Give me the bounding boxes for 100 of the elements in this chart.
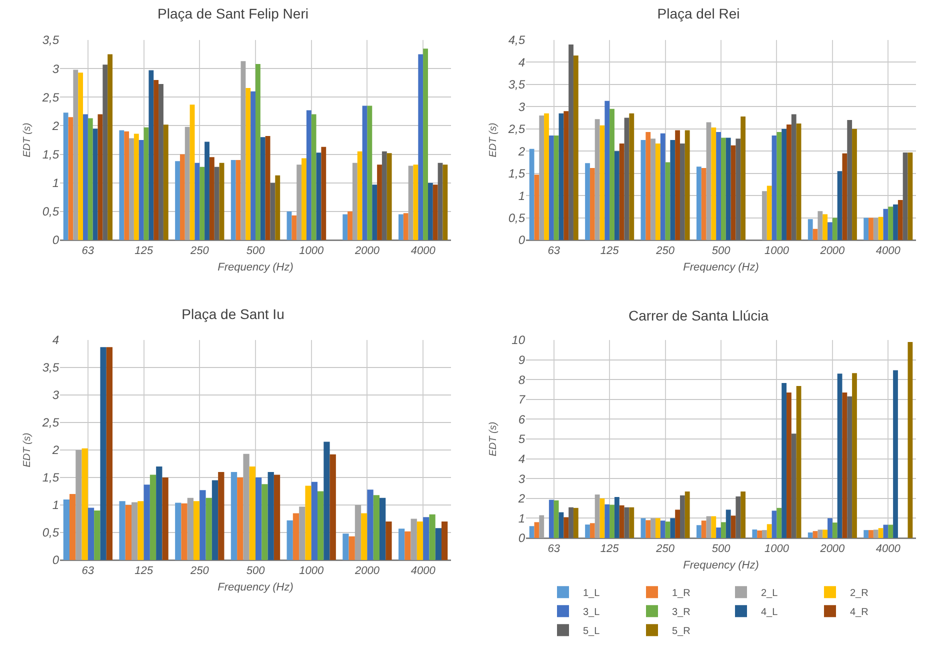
bar (568, 507, 574, 538)
bar (701, 168, 706, 240)
bar (534, 174, 540, 240)
bar (362, 106, 368, 240)
bar (619, 505, 624, 538)
bar (256, 478, 262, 560)
y-tick-label: 6 (518, 412, 526, 426)
bar (548, 136, 554, 240)
bar (219, 162, 224, 240)
bar (154, 80, 159, 240)
bar (240, 61, 246, 240)
bar (766, 186, 772, 240)
bar (776, 132, 782, 240)
bar (324, 442, 330, 560)
bar (772, 510, 777, 538)
bar (655, 518, 660, 538)
bar (380, 498, 386, 560)
bar (377, 164, 382, 240)
legend-label: 4_L (761, 607, 778, 618)
bar (423, 517, 430, 560)
bar (600, 125, 605, 240)
bar (98, 114, 103, 240)
bar (292, 215, 297, 240)
bar (730, 145, 736, 240)
bar (619, 144, 624, 240)
bar (134, 134, 139, 240)
bar (372, 184, 378, 240)
bar (554, 500, 559, 538)
bar (808, 219, 813, 240)
x-tick-label: 500 (246, 565, 266, 578)
bar (614, 497, 620, 538)
bar (156, 466, 162, 560)
y-tick-label: 0 (52, 553, 60, 568)
bar (730, 516, 736, 538)
y-axis-title: EDT (s) (488, 422, 499, 456)
bar (230, 160, 236, 240)
y-tick-label: 0 (518, 233, 526, 248)
y-tick-label: 1,5 (42, 147, 60, 162)
bar (416, 522, 424, 560)
bar (204, 142, 210, 240)
bar (78, 72, 84, 240)
bar (330, 454, 336, 560)
bar (696, 525, 702, 538)
bar (590, 523, 595, 538)
legend-label: 1_R (672, 588, 690, 599)
chart-title: Plaça de Sant Felip Neri (158, 6, 308, 22)
bar (144, 127, 149, 240)
x-tick-label: 2000 (819, 245, 846, 258)
bar (316, 152, 322, 240)
bar (902, 152, 908, 240)
bar (534, 522, 540, 538)
bar (82, 448, 88, 560)
bar (357, 151, 362, 240)
y-tick-label: 5 (518, 432, 526, 446)
bar (604, 504, 610, 538)
bar (423, 48, 428, 240)
bar (684, 130, 690, 240)
x-tick-label: 125 (600, 543, 620, 556)
bar (398, 214, 404, 240)
y-tick-label: 0,5 (508, 210, 526, 225)
bar (125, 505, 132, 560)
x-axis-title: Frequency (Hz) (683, 559, 760, 572)
bar (847, 396, 852, 538)
y-tick-label: 1 (52, 176, 59, 190)
bar (63, 500, 70, 560)
bar (342, 214, 348, 240)
y-tick-label: 4 (518, 452, 526, 466)
bar (868, 218, 874, 240)
bar (655, 144, 660, 240)
legend-label: 5_R (672, 626, 690, 637)
bar (539, 515, 544, 538)
bar (230, 472, 238, 560)
x-tick-label: 4000 (410, 565, 436, 578)
bar (665, 162, 670, 240)
x-axis-title: Frequency (Hz) (218, 581, 294, 594)
y-tick-label: 3 (52, 388, 60, 402)
bar (624, 118, 630, 240)
bar (296, 164, 302, 240)
bar (594, 119, 600, 240)
x-tick-label: 125 (600, 245, 620, 258)
legend-label: 2_L (761, 588, 778, 599)
bar (321, 146, 326, 240)
bar (175, 502, 182, 560)
bar (88, 118, 93, 240)
bar (212, 480, 218, 560)
x-tick-label: 4000 (876, 245, 902, 258)
y-tick-label: 2,5 (507, 122, 526, 136)
y-tick-label: 1,5 (508, 166, 526, 181)
bar (237, 478, 244, 560)
y-tick-label: 4 (52, 333, 60, 348)
x-tick-label: 250 (655, 543, 676, 556)
bar (670, 518, 676, 538)
bar (740, 116, 746, 240)
bar (568, 44, 574, 240)
x-tick-label: 500 (712, 245, 732, 258)
bar (83, 114, 88, 240)
bar (348, 536, 355, 560)
bar (590, 168, 595, 240)
bar (610, 108, 614, 240)
y-tick-label: 3,5 (508, 78, 526, 92)
